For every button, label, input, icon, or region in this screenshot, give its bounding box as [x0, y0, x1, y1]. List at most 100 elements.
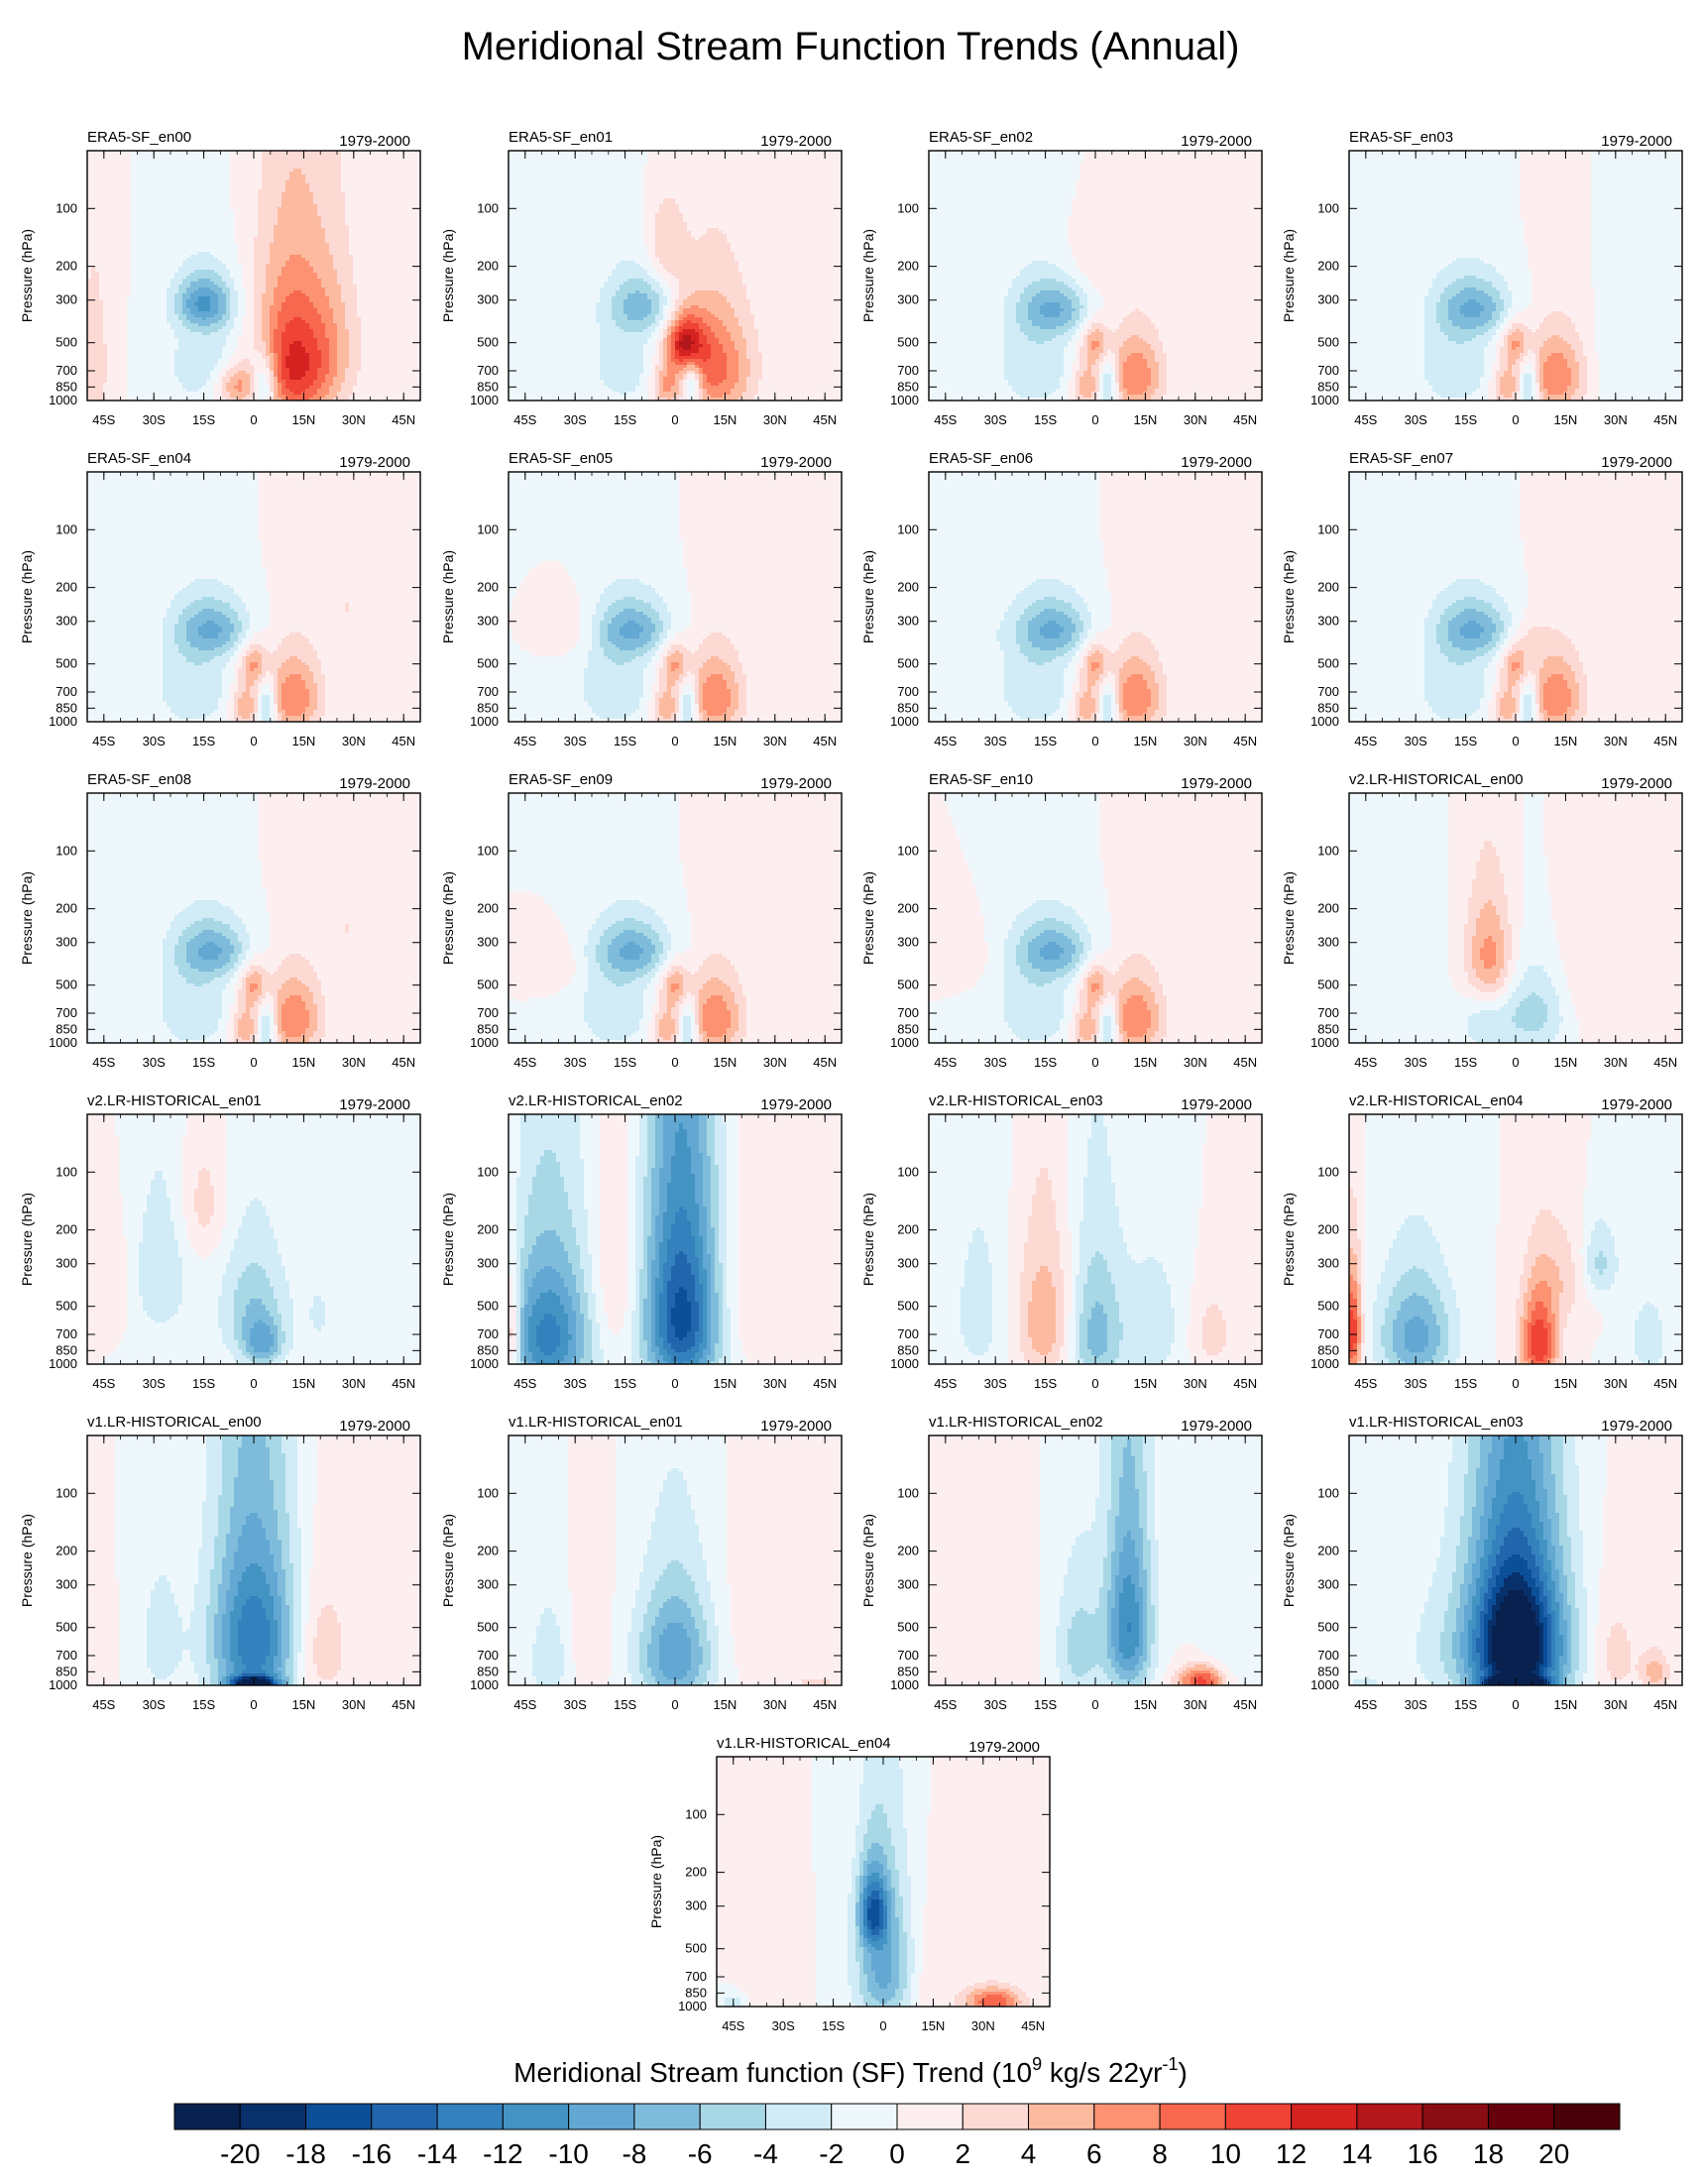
y-tick-label: 1000	[49, 1356, 77, 1371]
y-tick-label: 200	[56, 1222, 77, 1237]
colorbar-title: Meridional Stream function (SF) Trend (1…	[513, 2054, 1188, 2088]
x-tick-label: 30N	[1184, 1697, 1207, 1712]
contour-field	[1349, 151, 1682, 401]
x-tick-label: 30S	[1405, 734, 1427, 748]
y-tick-label: 850	[477, 1342, 499, 1357]
x-tick-label: 15S	[1034, 1376, 1057, 1391]
x-tick-label: 0	[1512, 1376, 1519, 1391]
contour-field	[87, 793, 420, 1043]
y-tick-label: 300	[685, 1898, 707, 1913]
x-tick-label: 15N	[1553, 1697, 1577, 1712]
y-axis-label: Pressure (hPa)	[440, 1193, 456, 1286]
panel-period: 1979-2000	[760, 133, 832, 150]
x-tick-label: 30S	[143, 1376, 166, 1391]
panel-period: 1979-2000	[339, 133, 410, 150]
panel-title: ERA5-SF_en07	[1349, 450, 1453, 467]
colorbar-box	[1028, 2103, 1095, 2130]
x-tick-label: 15S	[1034, 1697, 1057, 1712]
y-tick-label: 100	[897, 843, 919, 858]
x-tick-label: 0	[1512, 412, 1519, 427]
x-tick-label: 45N	[1653, 1376, 1677, 1391]
colorbar-box	[1356, 2103, 1423, 2130]
contour-field	[929, 472, 1262, 722]
x-tick-label: 45N	[813, 1376, 837, 1391]
y-tick-label: 100	[56, 521, 77, 536]
y-tick-label: 850	[1317, 1342, 1339, 1357]
y-tick-label: 850	[56, 1021, 77, 1036]
panel-period: 1979-2000	[760, 775, 832, 792]
x-tick-label: 30S	[984, 412, 1007, 427]
y-tick-label: 200	[477, 1544, 499, 1558]
x-tick-label: 45S	[1354, 412, 1377, 427]
x-tick-label: 45N	[392, 1697, 415, 1712]
x-tick-label: 0	[250, 1376, 257, 1391]
x-tick-label: 30N	[971, 2018, 995, 2033]
y-tick-label: 300	[56, 1256, 77, 1271]
x-tick-label: 15S	[1454, 1055, 1477, 1070]
y-axis-label: Pressure (hPa)	[860, 871, 876, 965]
y-tick-label: 500	[477, 1299, 499, 1314]
y-tick-label: 850	[1317, 1664, 1339, 1678]
y-tick-label: 200	[1317, 901, 1339, 916]
y-tick-label: 700	[897, 684, 919, 699]
y-tick-label: 850	[56, 379, 77, 394]
y-tick-label: 850	[56, 1664, 77, 1678]
y-axis-label: Pressure (hPa)	[19, 1514, 35, 1607]
x-tick-label: 0	[1512, 1055, 1519, 1070]
x-tick-label: 15S	[614, 734, 636, 748]
y-tick-label: 1000	[1310, 1356, 1339, 1371]
colorbar-label: 12	[1276, 2138, 1306, 2169]
contour-field	[1349, 1436, 1682, 1685]
panel-era5-sf-en09: ERA5-SF_en09 1979-2000 45S 30S 15S 0 15N 30N 45N…	[440, 771, 843, 1070]
y-tick-label: 700	[477, 1005, 499, 1020]
contour-field	[1349, 1114, 1682, 1364]
panel-period: 1979-2000	[1181, 133, 1252, 150]
y-tick-label: 200	[477, 259, 499, 274]
colorbar-label: -2	[819, 2138, 844, 2169]
panel-v2-lr-historical-en03: v2.LR-HISTORICAL_en03 1979-2000 45S 30S 15S 0…	[860, 1092, 1263, 1391]
y-tick-label: 300	[897, 1256, 919, 1271]
x-axis: 45S 30S 15S 0 15N 30N 45N	[1348, 793, 1683, 1070]
y-axis-label: Pressure (hPa)	[860, 1514, 876, 1607]
x-tick-label: 15N	[921, 2018, 945, 2033]
panel-period: 1979-2000	[1601, 454, 1672, 471]
x-tick-label: 45S	[92, 1376, 115, 1391]
y-tick-label: 500	[685, 1941, 707, 1956]
panel-era5-sf-en08: ERA5-SF_en08 1979-2000 45S 30S 15S 0 15N 30N 45N…	[19, 771, 421, 1070]
panel-title: v1.LR-HISTORICAL_en00	[87, 1414, 262, 1431]
x-tick-label: 45N	[392, 1376, 415, 1391]
x-tick-label: 30S	[564, 1697, 587, 1712]
colorbar-label: 18	[1473, 2138, 1504, 2169]
y-axis-label: Pressure (hPa)	[19, 1193, 35, 1286]
x-tick-label: 15N	[291, 1376, 315, 1391]
x-tick-label: 0	[671, 412, 678, 427]
y-tick-label: 300	[897, 1577, 919, 1592]
x-tick-label: 30S	[1405, 1697, 1427, 1712]
y-tick-label: 200	[56, 901, 77, 916]
x-tick-label: 45N	[1653, 1055, 1677, 1070]
y-tick-label: 100	[1317, 843, 1339, 858]
panel-v2-lr-historical-en04: v2.LR-HISTORICAL_en04 1979-2000 45S 30S 15S 0…	[1281, 1092, 1683, 1391]
colorbar-label: 20	[1538, 2138, 1569, 2169]
y-tick-label: 1000	[470, 1035, 499, 1050]
y-tick-label: 100	[897, 521, 919, 536]
x-tick-label: 0	[250, 412, 257, 427]
x-tick-label: 45N	[392, 412, 415, 427]
y-tick-label: 300	[477, 935, 499, 950]
colorbar-box	[1291, 2103, 1358, 2130]
panel-period: 1979-2000	[1181, 454, 1252, 471]
panel-era5-sf-en03: ERA5-SF_en03 1979-2000 45S 30S 15S 0 15N 30N 45N…	[1281, 129, 1683, 427]
y-tick-label: 500	[1317, 656, 1339, 671]
x-axis: 45S 30S 15S 0 15N 30N 45N	[508, 793, 843, 1070]
x-tick-label: 15N	[713, 1055, 737, 1070]
x-tick-label: 45S	[513, 1055, 536, 1070]
x-tick-label: 15S	[614, 412, 636, 427]
x-tick-label: 15S	[614, 1697, 636, 1712]
colorbar-box	[436, 2103, 504, 2130]
